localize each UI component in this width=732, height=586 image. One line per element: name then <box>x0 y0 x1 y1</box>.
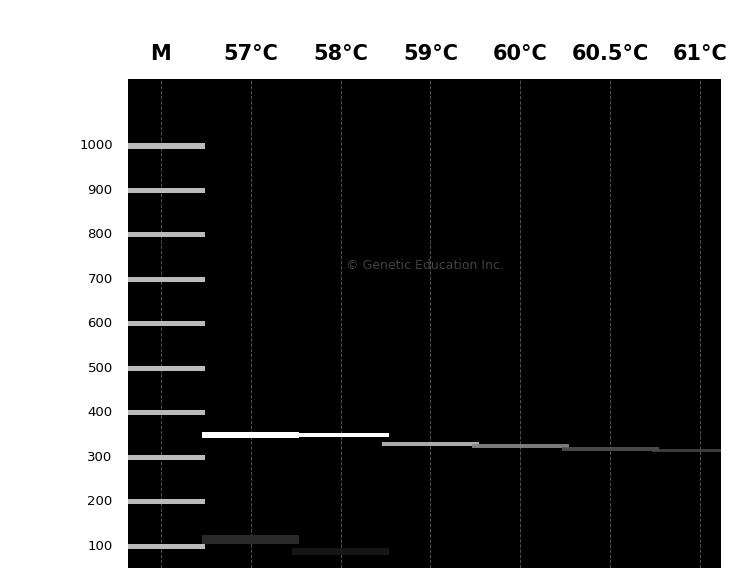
Bar <box>561 448 659 451</box>
Bar <box>202 534 299 544</box>
Bar <box>202 432 299 438</box>
Text: 800: 800 <box>88 229 113 241</box>
Bar <box>116 188 205 193</box>
Text: 300: 300 <box>88 451 113 464</box>
Text: 59°C: 59°C <box>403 45 458 64</box>
Bar <box>116 455 205 460</box>
Text: 500: 500 <box>88 362 113 375</box>
Text: 200: 200 <box>88 495 113 508</box>
Bar <box>116 143 205 148</box>
Bar <box>116 232 205 237</box>
Bar <box>116 410 205 415</box>
Text: M: M <box>150 45 171 64</box>
Bar <box>116 366 205 371</box>
Text: 61°C: 61°C <box>673 45 728 64</box>
Bar <box>116 321 205 326</box>
Text: 600: 600 <box>88 317 113 331</box>
Bar <box>116 543 205 549</box>
Text: 60°C: 60°C <box>493 45 548 64</box>
Text: 60.5°C: 60.5°C <box>572 45 649 64</box>
Text: 700: 700 <box>88 272 113 286</box>
Text: 58°C: 58°C <box>313 45 368 64</box>
Bar <box>116 499 205 505</box>
Text: 57°C: 57°C <box>223 45 278 64</box>
Text: 400: 400 <box>88 406 113 419</box>
Text: 900: 900 <box>88 184 113 197</box>
Text: © Genetic Education Inc.: © Genetic Education Inc. <box>346 258 504 271</box>
Bar <box>116 277 205 282</box>
Bar <box>292 548 389 555</box>
Bar <box>472 444 569 448</box>
Text: 100: 100 <box>88 540 113 553</box>
Bar <box>651 449 732 452</box>
Bar <box>382 442 479 446</box>
Text: 1000: 1000 <box>79 139 113 152</box>
Bar <box>292 432 389 437</box>
